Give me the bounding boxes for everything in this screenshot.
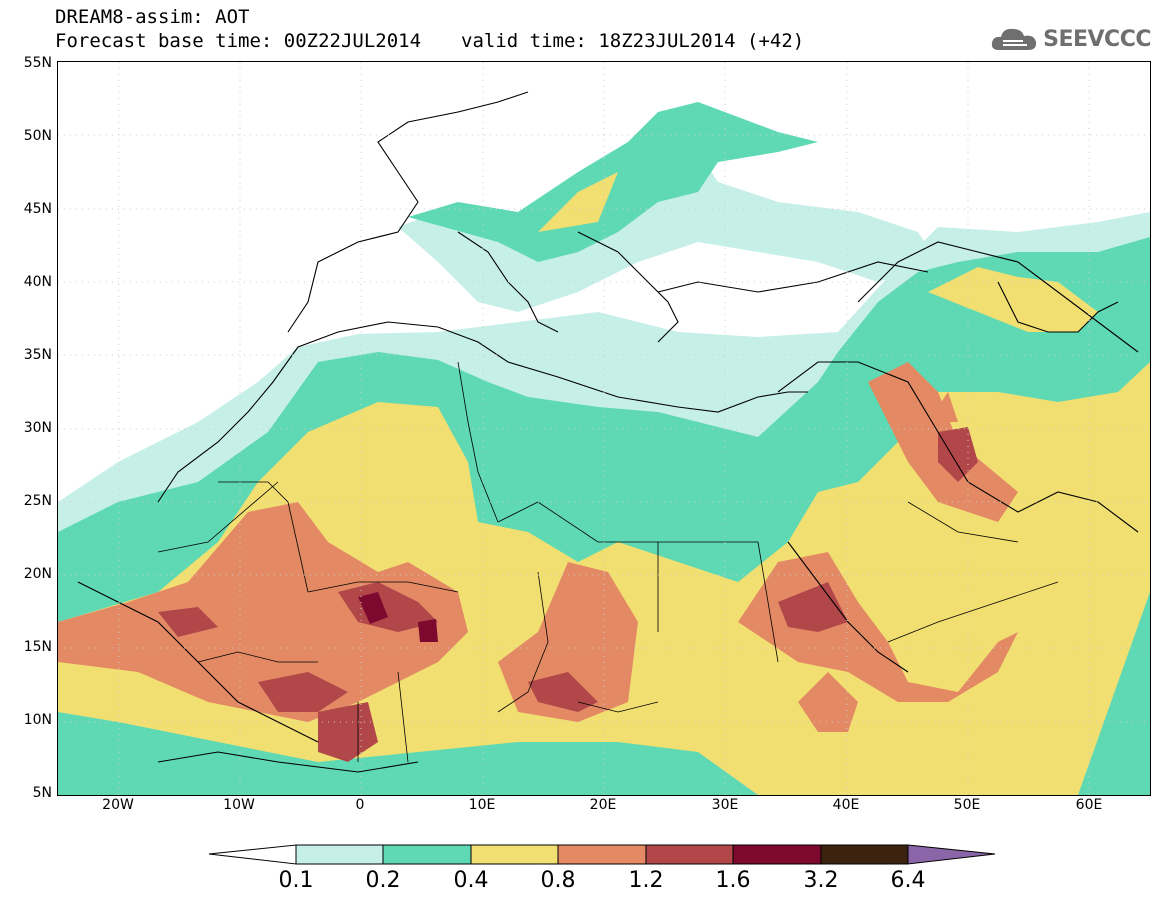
logo-text: SEEVCCC (1043, 26, 1151, 52)
colorbar-bin-3 (470, 844, 559, 865)
lat-label-35n: 35N (23, 347, 52, 363)
time-info: Forecast base time: 00Z22JUL2014 valid ti… (55, 30, 804, 52)
lon-label-0: 0 (355, 797, 365, 813)
lat-label-50n: 50N (23, 128, 52, 144)
colorbar (208, 844, 996, 865)
colorbar-bin-1 (295, 844, 384, 865)
country-borders (157, 361, 1059, 763)
aot-band-1-6 (358, 592, 438, 642)
colorbar-bin-6 (732, 844, 822, 865)
colorbar-over (907, 844, 996, 865)
seevccc-logo: SEEVCCC (989, 22, 1151, 56)
colorbar-label-1-6: 1.6 (715, 868, 751, 893)
lon-label-10e: 10E (468, 797, 496, 813)
aot-band-1-2 (158, 427, 978, 762)
colorbar-label-0-4: 0.4 (453, 868, 489, 893)
lat-label-45n: 45N (23, 201, 52, 217)
lon-label-20e: 20E (589, 797, 617, 813)
lon-label-60e: 60E (1075, 797, 1103, 813)
lat-label-30n: 30N (23, 420, 52, 436)
lat-label-10n: 10N (23, 712, 52, 728)
lat-label-40n: 40N (23, 274, 52, 290)
graticule (58, 62, 1150, 795)
colorbar-label-0-2: 0.2 (365, 868, 401, 893)
cloud-icon (992, 28, 1037, 50)
lon-label-30e: 30E (711, 797, 739, 813)
colorbar-under (208, 844, 297, 865)
colorbar-bin-2 (382, 844, 472, 865)
colorbar-label-1-2: 1.2 (628, 868, 664, 893)
colorbar-label-6-4: 6.4 (890, 868, 926, 893)
lon-label-10w: 10W (223, 797, 255, 813)
aot-map (57, 61, 1151, 796)
colorbar-bin-7 (820, 844, 909, 865)
map-canvas (58, 62, 1150, 795)
lon-label-50e: 50E (953, 797, 981, 813)
lon-label-40e: 40E (832, 797, 860, 813)
colorbar-label-0-1: 0.1 (278, 868, 314, 893)
colorbar-bin-4 (557, 844, 647, 865)
base-time: Forecast base time: 00Z22JUL2014 (55, 30, 422, 52)
lat-label-15n: 15N (23, 639, 52, 655)
map-title: DREAM8-assim: AOT (55, 6, 250, 28)
colorbar-label-3-2: 3.2 (803, 868, 839, 893)
lat-label-5n: 5N (32, 785, 52, 801)
colorbar-label-0-8: 0.8 (540, 868, 576, 893)
lat-label-25n: 25N (23, 493, 52, 509)
colorbar-bin-5 (645, 844, 734, 865)
valid-time: valid time: 18Z23JUL2014 (+42) (461, 30, 805, 52)
lat-label-20n: 20N (23, 566, 52, 582)
lon-label-20w: 20W (102, 797, 134, 813)
lat-label-55n: 55N (23, 55, 52, 71)
